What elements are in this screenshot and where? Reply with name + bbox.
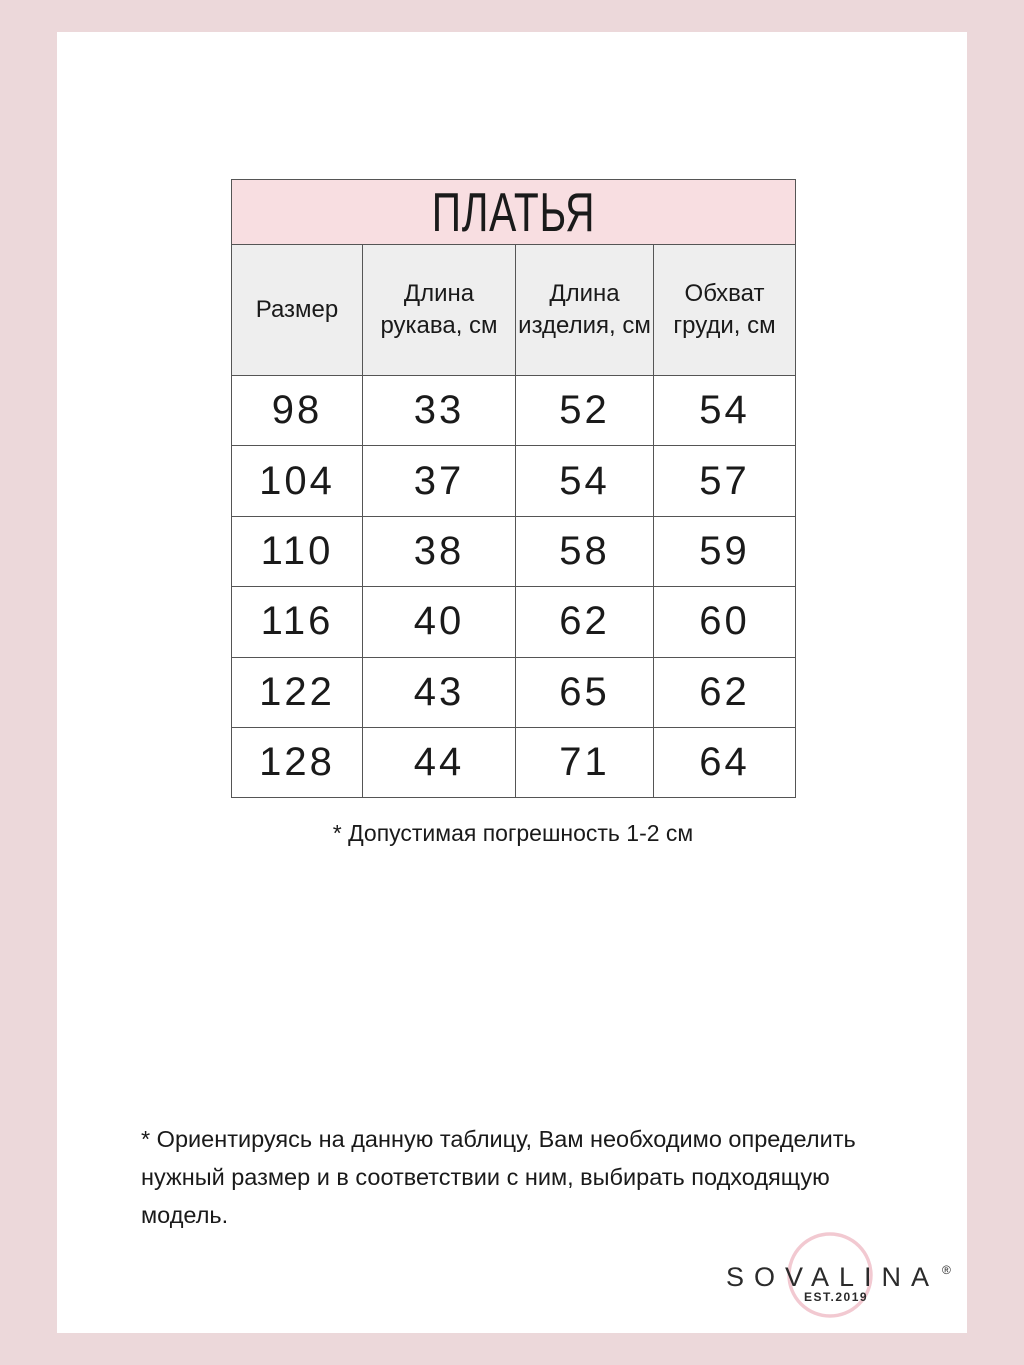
svg-text:SOVALINA: SOVALINA: [726, 1262, 939, 1292]
svg-text:EST.2019: EST.2019: [804, 1290, 868, 1304]
svg-text:®: ®: [942, 1263, 951, 1277]
